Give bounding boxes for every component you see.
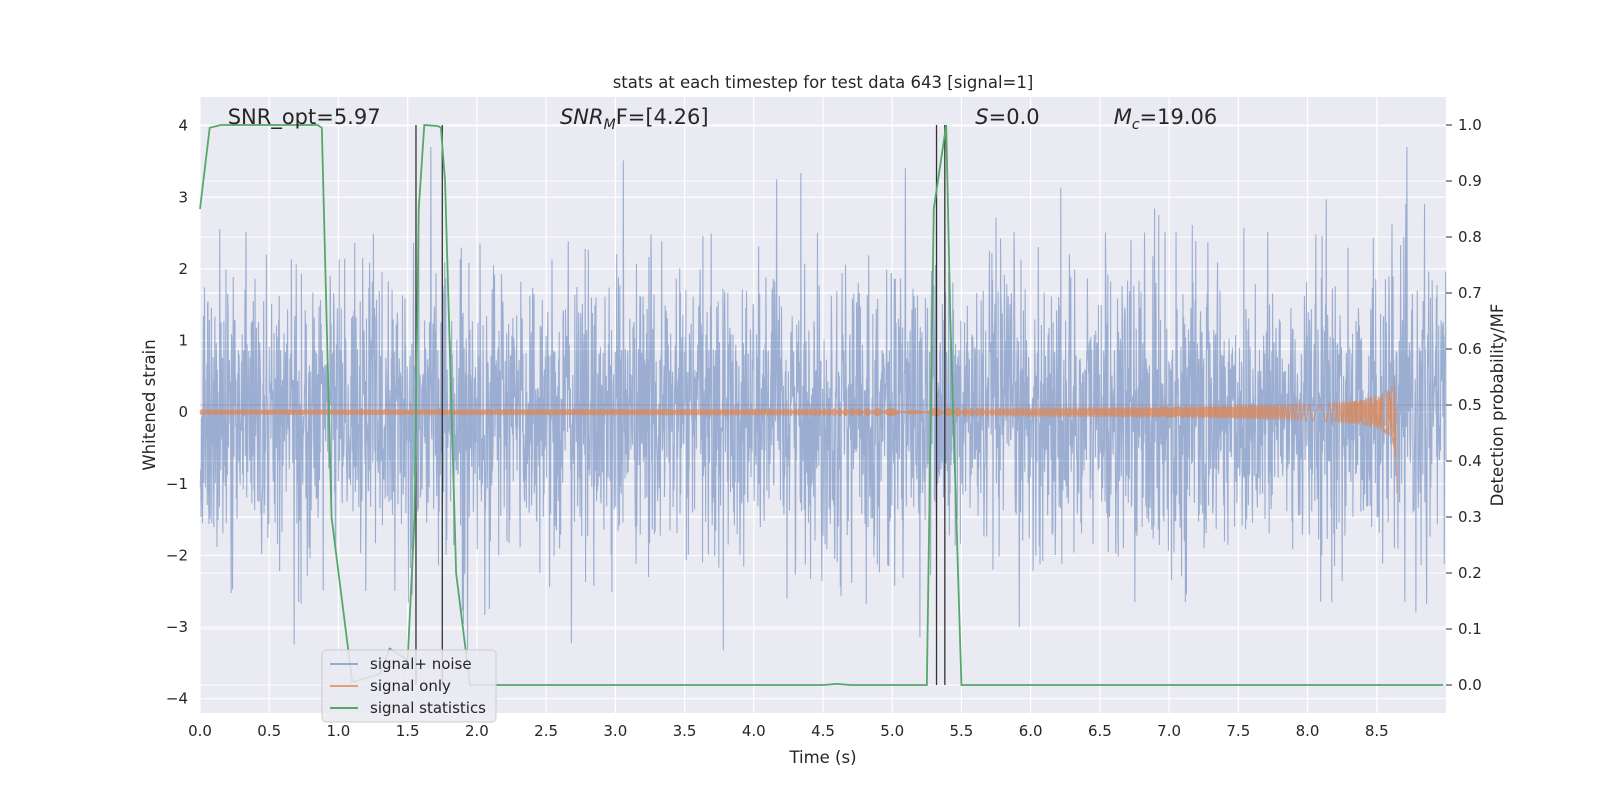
y-left-tick-label: 1 xyxy=(178,332,188,350)
x-tick-label: 4.5 xyxy=(811,722,835,740)
y-left-tick-label: −2 xyxy=(166,546,188,564)
legend-box xyxy=(321,649,497,723)
x-tick-label: 7.5 xyxy=(1226,722,1250,740)
y-right-tick-label: 0.3 xyxy=(1458,508,1482,526)
y-left-tick-label: 0 xyxy=(178,403,188,421)
signal-statistics-line xyxy=(199,124,1444,686)
series-signal-noise xyxy=(199,147,1447,654)
x-tick-label: 2.0 xyxy=(465,722,489,740)
x-tick-label: 4.0 xyxy=(742,722,766,740)
signal-only-line xyxy=(199,379,1398,494)
annotation-snr-opt: SNR_opt=5.97 xyxy=(228,105,381,130)
y-left-tick-label: −4 xyxy=(166,690,188,708)
x-tick-label: 2.5 xyxy=(534,722,558,740)
y-left-tick-labels: 4 3 2 1 0 −1 −2 −3 −4 xyxy=(166,117,188,708)
legend: signal+ noise signal only signal statistic… xyxy=(321,649,497,723)
x-tick-label: 6.0 xyxy=(1019,722,1043,740)
x-tick-label: 8.5 xyxy=(1365,722,1389,740)
annotation-s-value: S=0.0 xyxy=(975,105,1039,129)
x-tick-labels: 0.0 0.5 1.0 1.5 2.0 2.5 3.0 3.5 4.0 4.5 5.0 5.5 6.0 6… xyxy=(188,722,1389,740)
y-left-tick-label: 2 xyxy=(178,260,188,278)
y-right-tick-label: 0.5 xyxy=(1458,396,1482,414)
y-right-tick-label: 0.9 xyxy=(1458,172,1482,190)
annotation-snr-mf: SNRMF=[4.26] xyxy=(560,105,709,133)
x-tick-label: 0.5 xyxy=(257,722,281,740)
x-tick-label: 3.0 xyxy=(603,722,627,740)
series-signal-statistics xyxy=(199,124,1444,686)
legend-entry: signal statistics xyxy=(370,699,486,717)
y-left-tick-label: −1 xyxy=(166,475,188,493)
x-tick-label: 1.0 xyxy=(327,722,351,740)
annotations: SNR_opt=5.97 SNRMF=[4.26] S=0.0 Mc=19.06 xyxy=(228,105,1218,133)
signal-noise-line xyxy=(199,147,1447,654)
y-right-tick-label: 0.8 xyxy=(1458,228,1482,246)
x-tick-label: 6.5 xyxy=(1088,722,1112,740)
y-right-tick-label: 0.6 xyxy=(1458,340,1482,358)
annotation-mc-value: Mc=19.06 xyxy=(1114,105,1218,133)
y-right-tick-label: 1.0 xyxy=(1458,116,1482,134)
y-axis-label-right: Detection probability/MF xyxy=(1488,304,1507,507)
x-tick-label: 3.5 xyxy=(673,722,697,740)
x-tick-label: 1.5 xyxy=(396,722,420,740)
y-left-tick-label: −3 xyxy=(166,618,188,636)
y-left-tick-label: 3 xyxy=(178,188,188,206)
legend-entry: signal+ noise xyxy=(370,655,472,673)
chart-title: stats at each timestep for test data 643… xyxy=(613,73,1034,92)
y-left-tick-label: 4 xyxy=(178,117,188,135)
x-tick-label: 7.0 xyxy=(1157,722,1181,740)
x-tick-label: 8.0 xyxy=(1296,722,1320,740)
x-tick-label: 5.5 xyxy=(950,722,974,740)
y-right-tick-label: 0.4 xyxy=(1458,452,1482,470)
x-tick-label: 0.0 xyxy=(188,722,212,740)
x-axis-label: Time (s) xyxy=(788,748,856,767)
x-tick-label: 5.0 xyxy=(880,722,904,740)
y-right-tick-label: 0.7 xyxy=(1458,284,1482,302)
y-axis-label-left: Whitened strain xyxy=(140,339,159,470)
y-right-tick-label: 0.1 xyxy=(1458,620,1482,638)
y-right-tick-label: 0.2 xyxy=(1458,564,1482,582)
series-signal-only xyxy=(199,379,1398,494)
y-right-tick-label: 0.0 xyxy=(1458,676,1482,694)
legend-entry: signal only xyxy=(370,677,451,695)
y-right-tick-labels: 0.0 0.1 0.2 0.3 0.4 0.5 0.6 0.7 0.8 0.9 1.0 xyxy=(1446,116,1482,694)
